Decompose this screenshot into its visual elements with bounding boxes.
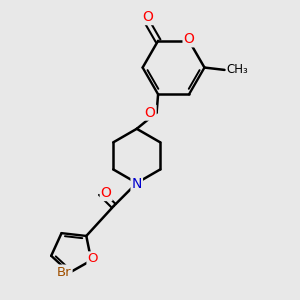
Text: O: O bbox=[88, 252, 98, 266]
Text: CH₃: CH₃ bbox=[226, 63, 248, 76]
Text: N: N bbox=[132, 177, 142, 191]
Text: O: O bbox=[184, 32, 194, 46]
Text: O: O bbox=[101, 186, 112, 200]
Text: O: O bbox=[145, 106, 156, 120]
Text: Br: Br bbox=[57, 266, 72, 279]
Text: O: O bbox=[142, 10, 153, 24]
